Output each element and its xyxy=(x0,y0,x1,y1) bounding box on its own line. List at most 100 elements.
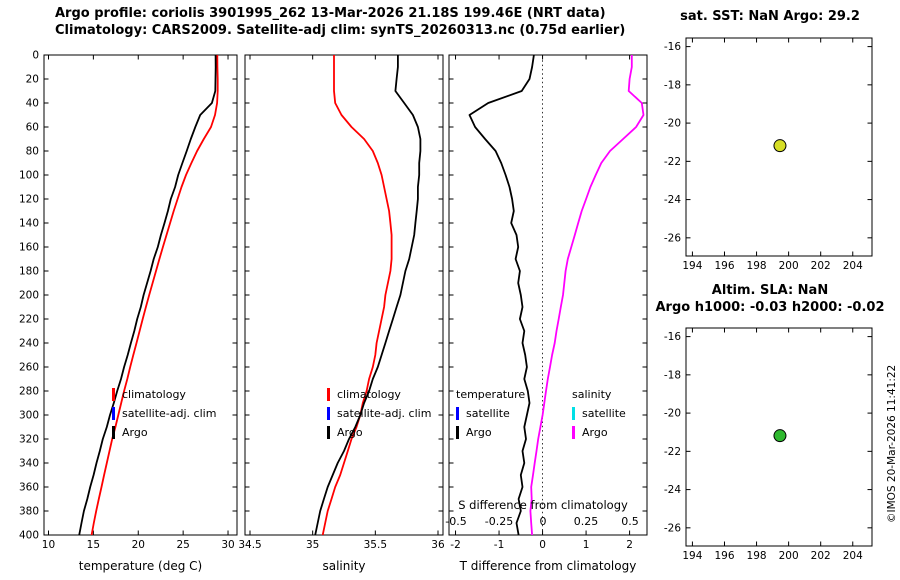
svg-text:202: 202 xyxy=(811,550,831,562)
svg-text:-24: -24 xyxy=(664,194,681,206)
svg-text:202: 202 xyxy=(811,260,831,272)
difference-legend-salinity: salinity satellite Argo xyxy=(572,385,626,442)
svg-text:320: 320 xyxy=(19,434,39,446)
svg-text:35.5: 35.5 xyxy=(364,539,387,551)
s-axis-tick: 0 xyxy=(539,515,547,528)
satellite-line-marker-icon xyxy=(456,407,459,420)
legend-item: Argo xyxy=(112,423,216,442)
difference-legend-temperature: temperature satellite Argo xyxy=(456,385,525,442)
svg-text:200: 200 xyxy=(19,290,39,302)
legend-item: satellite-adj. clim xyxy=(327,404,431,423)
figure-title-line2: Climatology: CARS2009. Satellite-adj cli… xyxy=(55,23,626,38)
svg-text:204: 204 xyxy=(843,550,863,562)
argo-line-marker-icon xyxy=(112,426,115,439)
difference-profile-chart: -2 -1 0 1 2 T difference from climatology xyxy=(448,54,648,573)
sla-map-title-line2: Argo h1000: -0.03 h2000: -0.02 xyxy=(655,300,885,315)
legend-label: climatology xyxy=(337,388,401,401)
climatology-line-marker-icon xyxy=(112,388,115,401)
svg-text:-20: -20 xyxy=(664,118,681,130)
svg-text:204: 204 xyxy=(843,260,863,272)
s-axis-tick: 0.25 xyxy=(573,515,599,528)
svg-text:140: 140 xyxy=(19,218,39,230)
legend-item: climatology xyxy=(327,385,431,404)
satellite-clim-line-marker-icon xyxy=(112,407,115,420)
legend-label: Argo xyxy=(337,426,363,439)
svg-text:360: 360 xyxy=(19,482,39,494)
svg-text:30: 30 xyxy=(221,539,234,551)
imos-credit: ©IMOS 20-Mar-2026 11:41:22 xyxy=(886,364,898,523)
sla-map-title-line1: Altim. SLA: NaN xyxy=(711,283,829,298)
svg-text:20: 20 xyxy=(132,539,145,551)
legend-item: satellite-adj. clim xyxy=(112,404,216,423)
svg-text:-16: -16 xyxy=(664,331,681,343)
s-axis-label: S difference from climatology xyxy=(458,498,628,512)
svg-text:T difference from climatology: T difference from climatology xyxy=(459,559,637,573)
svg-text:60: 60 xyxy=(26,122,39,134)
svg-text:198: 198 xyxy=(747,550,767,562)
svg-text:196: 196 xyxy=(714,260,734,272)
svg-text:280: 280 xyxy=(19,386,39,398)
svg-text:200: 200 xyxy=(779,550,799,562)
legend-item: satellite xyxy=(572,404,626,423)
temperature-panel-legend: climatology satellite-adj. clim Argo xyxy=(112,385,216,442)
svg-text:15: 15 xyxy=(87,539,100,551)
sla-map-chart: 194 196 198 200 202 204 -16 -18 -20 -22 -24 -26 xyxy=(664,327,873,562)
svg-text:400: 400 xyxy=(19,530,39,542)
svg-text:-16: -16 xyxy=(664,41,681,53)
satellite-line-marker-icon xyxy=(572,407,575,420)
legend-label: climatology xyxy=(122,388,186,401)
argo-line-marker-icon xyxy=(456,426,459,439)
svg-text:180: 180 xyxy=(19,266,39,278)
temperature-profile-chart: 10 15 20 25 30020406080100120140160180200220… xyxy=(19,50,238,573)
svg-text:194: 194 xyxy=(682,550,702,562)
legend-label: satellite xyxy=(582,407,626,420)
svg-text:120: 120 xyxy=(19,194,39,206)
svg-text:340: 340 xyxy=(19,458,39,470)
svg-text:-22: -22 xyxy=(664,446,681,458)
svg-text:25: 25 xyxy=(176,539,189,551)
argo-line-marker-icon xyxy=(327,426,330,439)
svg-text:2: 2 xyxy=(626,539,633,551)
svg-text:-26: -26 xyxy=(664,522,681,534)
sst-map-chart: 194 196 198 200 202 204 -16 -18 -20 -22 -24 -26 xyxy=(664,37,873,272)
satellite-clim-line-marker-icon xyxy=(327,407,330,420)
svg-text:194: 194 xyxy=(682,260,702,272)
figure-title-line1: Argo profile: coriolis 3901995_262 13-Ma… xyxy=(55,6,606,21)
legend-item: climatology xyxy=(112,385,216,404)
svg-text:200: 200 xyxy=(779,260,799,272)
salinity-profile-chart: 34.5 35 35.5 36 salinity xyxy=(238,54,445,573)
svg-text:100: 100 xyxy=(19,170,39,182)
legend-item: satellite xyxy=(456,404,525,423)
svg-text:-24: -24 xyxy=(664,484,681,496)
svg-text:20: 20 xyxy=(26,74,39,86)
svg-text:-20: -20 xyxy=(664,408,681,420)
climatology-line-marker-icon xyxy=(327,388,330,401)
legend-label: Argo xyxy=(466,426,492,439)
legend-label: satellite-adj. clim xyxy=(122,407,217,420)
svg-text:temperature (deg C): temperature (deg C) xyxy=(79,559,202,573)
svg-text:-2: -2 xyxy=(450,539,460,551)
argo-line-marker-icon xyxy=(572,426,575,439)
svg-text:196: 196 xyxy=(714,550,734,562)
svg-text:36: 36 xyxy=(431,539,445,551)
svg-text:240: 240 xyxy=(19,338,39,350)
legend-column-header: temperature xyxy=(456,388,526,401)
sst-map-title: sat. SST: NaN Argo: 29.2 xyxy=(680,9,860,24)
svg-text:380: 380 xyxy=(19,506,39,518)
s-axis-tick: 0.5 xyxy=(621,515,639,528)
svg-text:160: 160 xyxy=(19,242,39,254)
svg-text:1: 1 xyxy=(583,539,590,551)
svg-text:-18: -18 xyxy=(664,79,681,91)
legend-label: Argo xyxy=(122,426,148,439)
svg-text:0: 0 xyxy=(539,539,546,551)
s-axis-tick: -0.25 xyxy=(484,515,514,528)
svg-text:salinity: salinity xyxy=(322,559,365,573)
svg-text:34.5: 34.5 xyxy=(238,539,261,551)
legend-item: Argo xyxy=(572,423,626,442)
svg-text:-18: -18 xyxy=(664,369,681,381)
svg-text:198: 198 xyxy=(747,260,767,272)
svg-text:220: 220 xyxy=(19,314,39,326)
svg-text:300: 300 xyxy=(19,410,39,422)
svg-text:35: 35 xyxy=(306,539,319,551)
svg-text:10: 10 xyxy=(42,539,55,551)
